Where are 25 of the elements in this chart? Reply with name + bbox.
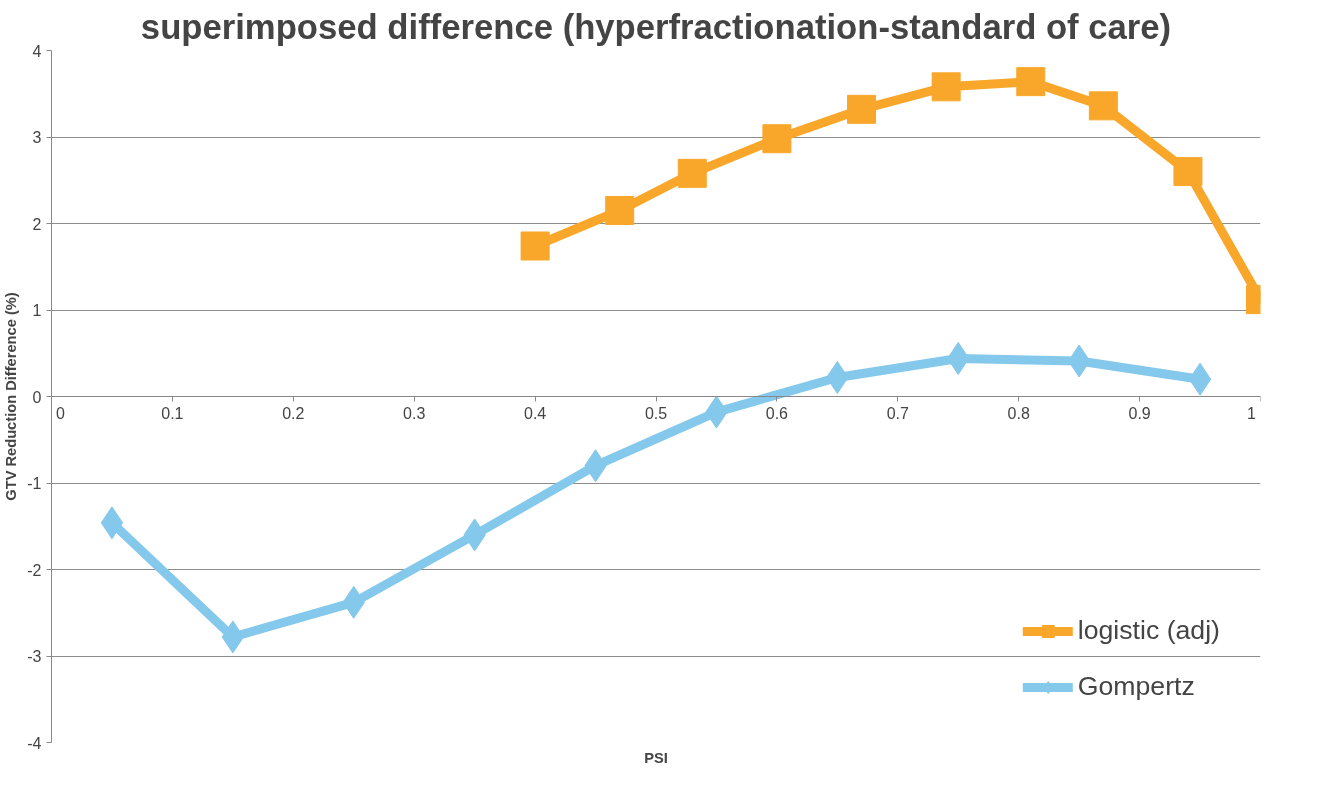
y-tick-label: 4 — [32, 42, 42, 60]
y-tick-label: 2 — [32, 215, 42, 233]
x-tick-label: 0.7 — [886, 404, 910, 422]
y-axis-title: GTV Reduction Difference (%) — [3, 292, 20, 501]
chart-title: superimposed difference (hyperfractionation-standard of care) — [140, 7, 1172, 46]
x-tick-label: 0.9 — [1128, 404, 1151, 422]
y-tick-label: -2 — [27, 561, 42, 579]
legend-label: logistic (adj) — [1077, 615, 1220, 646]
y-tick-label: -4 — [27, 734, 42, 752]
y-tick-label: 3 — [32, 129, 42, 146]
y-tick-label: -1 — [27, 475, 42, 492]
x-tick-label: 0.2 — [282, 404, 305, 422]
x-tick-label: 0.3 — [403, 404, 426, 422]
y-tick-label: -3 — [27, 648, 42, 665]
y-tick-label: 1 — [32, 302, 42, 319]
x-tick-label: 0.4 — [523, 404, 547, 422]
y-tick-label: 0 — [32, 388, 42, 406]
legend-label: Gompertz — [1077, 671, 1195, 702]
x-tick-label: 1 — [1247, 404, 1257, 422]
x-axis-title: PSI — [644, 749, 668, 766]
x-tick-label: 0 — [56, 404, 66, 422]
x-tick-label: 0.5 — [644, 404, 668, 422]
x-tick-label: 0.1 — [161, 404, 184, 422]
x-tick-label: 0.6 — [765, 404, 789, 422]
x-tick-label: 0.8 — [1007, 404, 1030, 422]
